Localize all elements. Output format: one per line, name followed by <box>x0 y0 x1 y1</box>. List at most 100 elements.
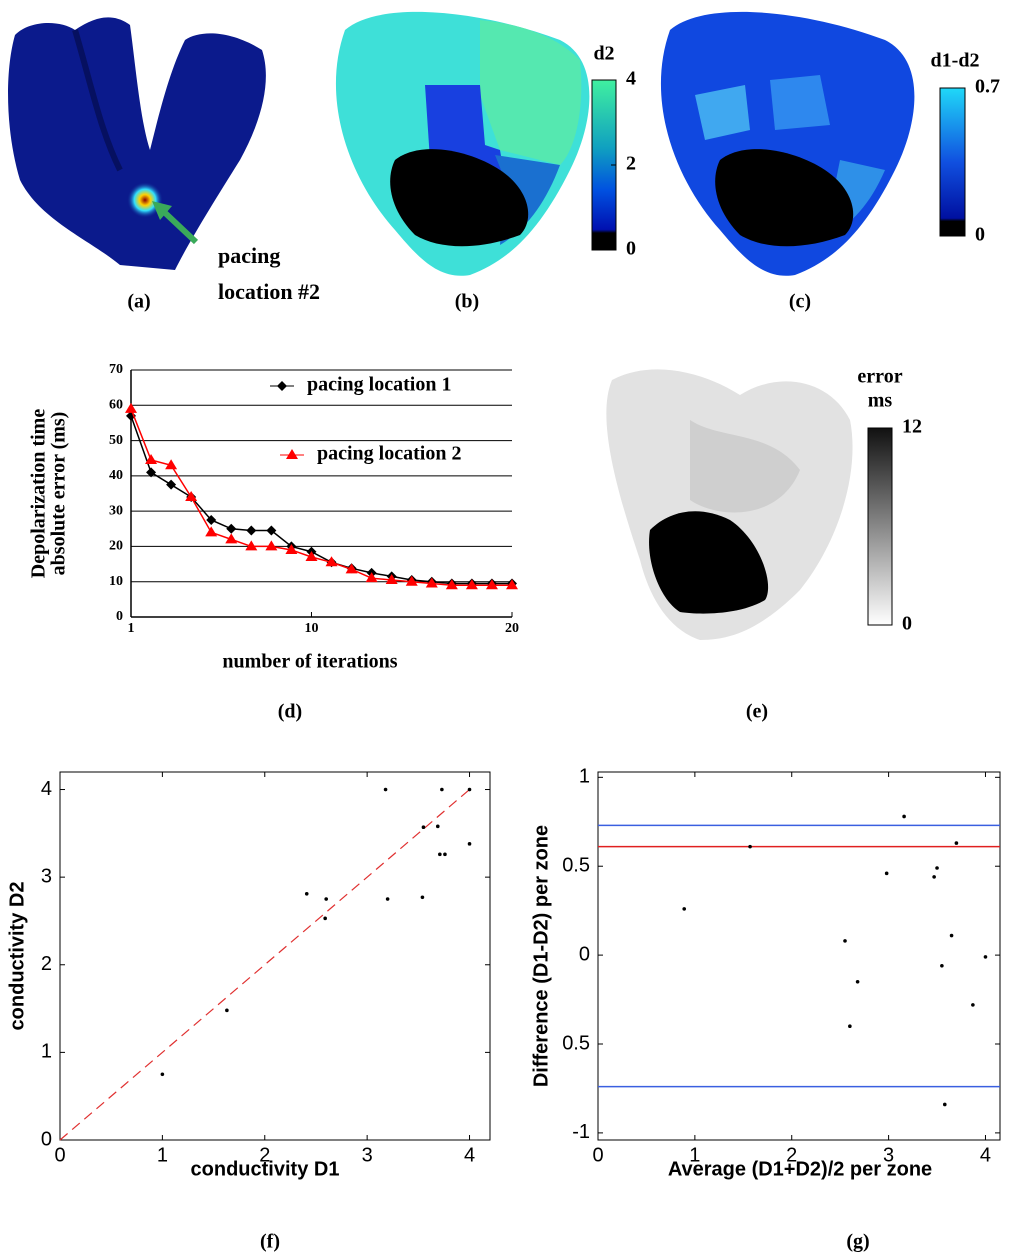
y-tick-label: 0 <box>579 943 590 965</box>
y-tick-label: 3 <box>41 865 52 887</box>
chart: -1 0.5 0 0.5 1 0 1 2 3 4 Average (D1+D2)/2 per zon… <box>530 766 1001 1253</box>
y-tick-label: 60 <box>109 398 123 413</box>
marker <box>385 573 398 584</box>
y-tick-label: 40 <box>109 468 123 483</box>
y-tick-label: 70 <box>109 362 123 377</box>
point <box>954 841 959 845</box>
colorbar-tick-label: 4 <box>626 68 636 90</box>
y-tick-label: 4 <box>41 778 52 800</box>
x-tick-label: 20 <box>505 621 519 636</box>
y-axis-label: Difference (D1-D2) per zone <box>530 825 552 1087</box>
y-tick-label: 0 <box>116 609 123 624</box>
x-tick-label: 1 <box>128 621 135 636</box>
marker <box>185 491 198 502</box>
point <box>443 852 447 857</box>
point <box>748 844 752 849</box>
y-tick-label: 30 <box>109 503 123 518</box>
point <box>902 814 906 819</box>
marker <box>365 572 378 583</box>
colorbar-title: ms <box>868 390 893 412</box>
point <box>467 842 472 846</box>
y-tick-label: 1 <box>579 766 590 788</box>
point <box>160 1072 165 1077</box>
y-tick-label: 1 <box>41 1041 52 1063</box>
point <box>421 825 426 829</box>
x-tick-label: 10 <box>304 621 318 636</box>
y-tick-label: 0.5 <box>562 855 590 877</box>
colorbar-tick-label: 2 <box>626 153 636 175</box>
legend-marker <box>286 449 298 459</box>
point <box>940 963 944 968</box>
point <box>983 955 988 959</box>
point <box>467 787 472 792</box>
point <box>438 852 442 857</box>
colorbar <box>867 427 893 626</box>
y-tick-label: 10 <box>109 574 123 589</box>
marker <box>445 579 458 590</box>
x-tick-label: 4 <box>464 1144 475 1166</box>
point <box>855 979 860 984</box>
point <box>971 1003 975 1007</box>
plot-frame <box>59 771 491 1141</box>
marker <box>325 556 338 567</box>
y-axis-label: Depolarization time <box>28 409 50 579</box>
point <box>440 787 444 792</box>
heart-c <box>660 11 915 276</box>
x-tick-label: 3 <box>362 1144 373 1166</box>
heart-b <box>335 11 590 276</box>
marker <box>405 575 418 586</box>
y-axis-label: conductivity D2 <box>6 882 28 1031</box>
plot-frame <box>597 771 1001 1141</box>
point <box>682 907 687 911</box>
colorbar-tick-label: 0 <box>975 224 985 246</box>
reference-line <box>59 789 470 1141</box>
marker <box>425 577 438 588</box>
x-tick-label: 2 <box>259 1144 270 1166</box>
marker <box>125 402 137 413</box>
panel-label: (a) <box>127 291 150 313</box>
marker <box>206 514 217 525</box>
point <box>383 787 388 792</box>
point <box>420 895 425 900</box>
point <box>932 875 936 879</box>
marker <box>465 579 478 590</box>
point <box>942 1102 947 1107</box>
marker <box>485 579 498 590</box>
marker <box>166 479 177 490</box>
y-axis-label: absolute error (ms) <box>48 412 70 576</box>
x-tick-label: 2 <box>786 1144 797 1166</box>
y-tick-label: 50 <box>109 433 123 448</box>
x-axis-label: number of iterations <box>222 651 397 673</box>
colorbar-tick-label: 0.7 <box>975 76 1000 98</box>
marker <box>266 525 277 536</box>
annotation: location #2 <box>218 279 320 304</box>
x-tick-label: 4 <box>980 1144 991 1166</box>
colorbar-title: d2 <box>593 43 614 65</box>
panel-label: (b) <box>455 291 479 313</box>
colorbar-title: d1-d2 <box>931 50 980 72</box>
marker <box>305 551 318 562</box>
heart-e <box>606 369 853 640</box>
marker <box>285 543 298 554</box>
x-tick-label: 1 <box>157 1144 168 1166</box>
chart: 0 10 20 30 40 50 60 70 1 10 20 number of iterations… <box>28 362 519 722</box>
legend-label: pacing location 1 <box>307 374 451 396</box>
x-tick-label: 0 <box>592 1144 603 1166</box>
point <box>323 916 327 921</box>
y-tick-label: 0 <box>41 1128 52 1150</box>
colorbar-tick-label: 12 <box>902 416 922 438</box>
point <box>848 1024 852 1029</box>
heart-a <box>8 17 266 270</box>
marker <box>245 540 258 551</box>
panel-label: (d) <box>278 701 302 723</box>
panel-label: (c) <box>789 291 811 313</box>
colorbar <box>939 87 966 237</box>
y-tick-label: -1 <box>572 1121 590 1143</box>
marker <box>205 526 218 537</box>
point <box>435 824 440 829</box>
marker <box>225 533 238 544</box>
point <box>324 897 328 901</box>
panel-label: (e) <box>746 701 768 723</box>
annotation: pacing <box>218 243 280 268</box>
marker <box>265 540 278 551</box>
